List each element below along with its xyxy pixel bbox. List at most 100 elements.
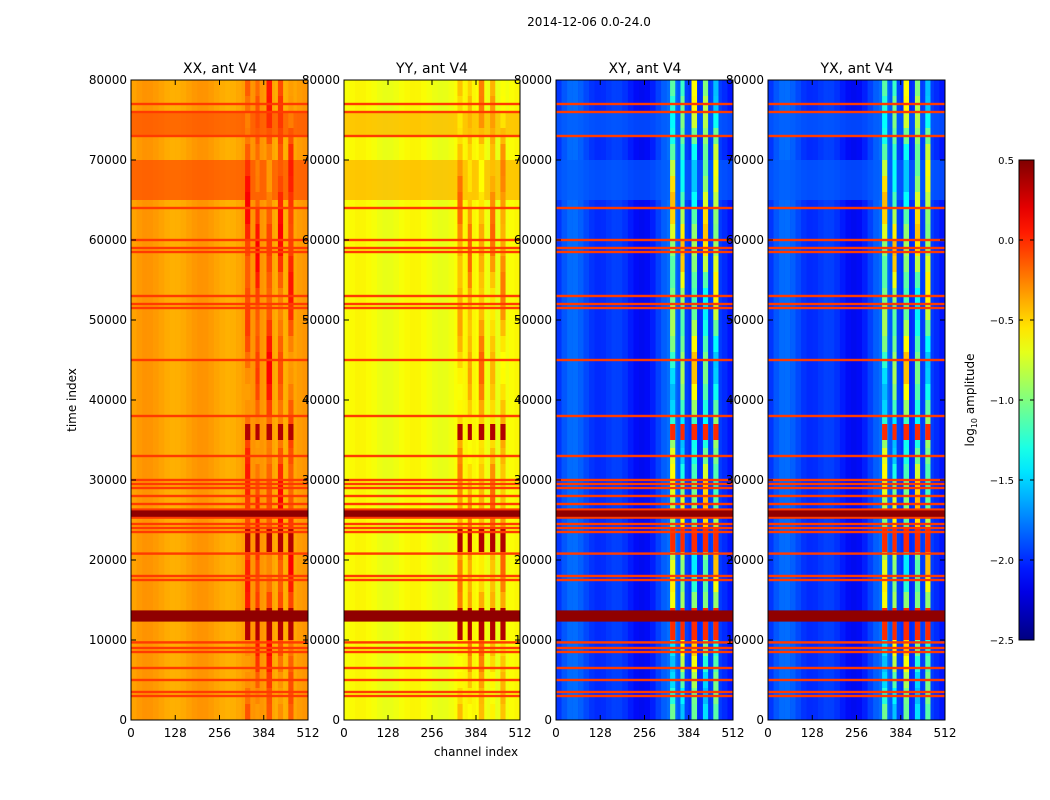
heatmap-rfi-cell bbox=[892, 512, 897, 528]
flag-row bbox=[556, 454, 733, 458]
heatmap-column bbox=[175, 80, 181, 720]
heatmap-rfi-cell bbox=[691, 336, 698, 352]
flag-row bbox=[131, 246, 308, 250]
heatmap-hotspot bbox=[467, 608, 472, 640]
heatmap-rfi-cell bbox=[500, 512, 506, 528]
flag-row bbox=[556, 650, 733, 654]
heatmap-column bbox=[594, 80, 601, 720]
heatmap-rfi-cell bbox=[713, 336, 719, 352]
heatmap-rfi-cell bbox=[892, 304, 897, 320]
heatmap-column bbox=[410, 80, 416, 720]
heatmap-rfi-cell bbox=[490, 192, 496, 208]
panel-title: XY, ant V4 bbox=[609, 61, 682, 77]
heatmap-rfi-cell bbox=[914, 400, 921, 416]
y-tick-label: 0 bbox=[756, 713, 764, 727]
heatmap-rfi-cell bbox=[478, 304, 485, 320]
panel-title: YX, ant V4 bbox=[820, 61, 894, 77]
heatmap-hotspot bbox=[255, 528, 260, 552]
heatmap-rfi-cell bbox=[490, 272, 496, 288]
heatmap-rfi-cell bbox=[457, 576, 463, 592]
heatmap-rfi-cell bbox=[903, 208, 910, 224]
heatmap-rfi-cell bbox=[478, 656, 485, 672]
heatmap-column bbox=[911, 80, 918, 720]
heatmap-rfi-cell bbox=[457, 176, 463, 192]
heatmap-rfi-cell bbox=[245, 192, 251, 208]
heatmap-rfi-cell bbox=[457, 208, 463, 224]
heatmap-rfi-cell bbox=[892, 384, 897, 400]
y-tick-label: 60000 bbox=[302, 233, 340, 247]
heatmap-rfi-cell bbox=[255, 144, 260, 160]
y-tick-label: 50000 bbox=[302, 313, 340, 327]
heatmap-rfi-cell bbox=[713, 192, 719, 208]
heatmap-rfi-cell bbox=[914, 272, 921, 288]
heatmap-rfi-cell bbox=[478, 80, 485, 96]
heatmap-rfi-cell bbox=[277, 592, 284, 608]
flag-row bbox=[556, 206, 733, 210]
heatmap-rfi-cell bbox=[255, 656, 260, 672]
heatmap-rfi-cell bbox=[892, 272, 897, 288]
heatmap-rfi-cell bbox=[882, 320, 888, 336]
flag-row bbox=[344, 486, 520, 490]
heatmap-hotspot bbox=[702, 424, 709, 440]
heatmap-rfi-cell bbox=[903, 144, 910, 160]
heatmap-rfi-cell bbox=[457, 304, 463, 320]
heatmap-image bbox=[131, 80, 308, 720]
heatmap-hotspot bbox=[500, 528, 506, 552]
heatmap-column bbox=[784, 80, 791, 720]
heatmap-rfi-cell bbox=[702, 576, 709, 592]
heatmap-rfi-cell bbox=[713, 224, 719, 240]
heatmap-hotspot bbox=[713, 608, 719, 640]
heatmap-rfi-cell bbox=[500, 144, 506, 160]
heatmap-column bbox=[399, 80, 405, 720]
flag-row bbox=[556, 552, 733, 555]
x-tick-label: 256 bbox=[208, 726, 231, 740]
heatmap-rfi-cell bbox=[691, 144, 698, 160]
axis-ticks: 0 128 256 384 512 0 10000 20000 30000 40000 50000 6… bbox=[726, 73, 957, 740]
heatmap-hotspot bbox=[680, 528, 685, 552]
heatmap-rfi-cell bbox=[925, 336, 931, 352]
heatmap-rfi-cell bbox=[255, 192, 260, 208]
heatmap-column bbox=[509, 80, 515, 720]
heatmap-hotspot bbox=[500, 608, 506, 640]
heatmap-rfi-cell bbox=[467, 512, 472, 528]
heatmap-rfi-cell bbox=[478, 256, 485, 272]
heatmap-hotspot bbox=[882, 528, 888, 552]
heatmap-rfi-cell bbox=[288, 512, 294, 528]
flag-row bbox=[131, 641, 308, 644]
heatmap-rfi-cell bbox=[255, 320, 260, 336]
y-tick-label: 30000 bbox=[726, 473, 764, 487]
heatmap-rfi-cell bbox=[882, 592, 888, 608]
heatmap-rfi-cell bbox=[288, 160, 294, 176]
heatmap-rfi-cell bbox=[255, 384, 260, 400]
axis-ticks: 0 128 256 384 512 0 10000 20000 30000 40000 50000 6… bbox=[302, 73, 532, 740]
heatmap-rfi-cell bbox=[702, 176, 709, 192]
heatmap-rfi-cell bbox=[691, 400, 698, 416]
heatmap-rfi-cell bbox=[467, 256, 472, 272]
flag-row bbox=[768, 678, 945, 682]
x-tick-label: 384 bbox=[677, 726, 700, 740]
flag-row bbox=[768, 250, 945, 254]
heatmap-rfi-cell bbox=[882, 336, 888, 352]
heatmap-rfi-cell bbox=[490, 112, 496, 128]
heatmap-rfi-cell bbox=[266, 112, 273, 128]
heatmap-rfi-cell bbox=[713, 320, 719, 336]
heatmap-rfi-cell bbox=[266, 160, 273, 176]
heatmap-rfi-cell bbox=[478, 704, 485, 720]
heatmap-rfi-cell bbox=[691, 224, 698, 240]
flag-row bbox=[131, 678, 308, 682]
heatmap-rfi-cell bbox=[882, 576, 888, 592]
heatmap-rfi-cell bbox=[914, 176, 921, 192]
flag-row bbox=[344, 502, 520, 506]
heatmap-rfi-cell bbox=[288, 400, 294, 416]
heatmap-column bbox=[236, 80, 242, 720]
heatmap-column bbox=[638, 80, 645, 720]
colorbar-tick-label: −2.5 bbox=[990, 636, 1014, 647]
flag-row bbox=[768, 530, 945, 534]
colorbar-tick-label: 0.0 bbox=[998, 236, 1014, 247]
heatmap-rfi-cell bbox=[670, 560, 676, 576]
heatmap-rfi-cell bbox=[903, 272, 910, 288]
heatmap-column bbox=[382, 80, 388, 720]
flag-row-strong bbox=[344, 615, 520, 622]
heatmap-column bbox=[834, 80, 840, 720]
heatmap-rfi-cell bbox=[277, 176, 284, 192]
